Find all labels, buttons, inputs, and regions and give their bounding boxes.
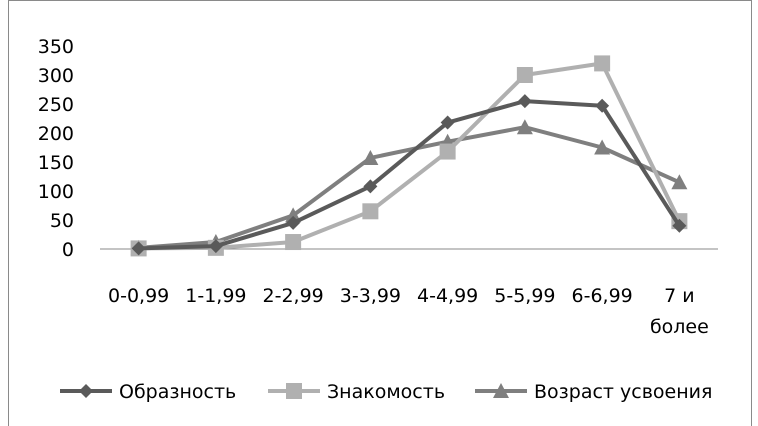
data-point — [362, 203, 379, 220]
data-point — [517, 94, 532, 109]
y-tick-label: 50 — [50, 210, 74, 232]
x-tick-label: 1-1,99 — [185, 285, 246, 307]
x-tick-label-line: 6-6,99 — [572, 285, 633, 307]
series-triangle — [130, 119, 688, 255]
data-point — [285, 207, 302, 223]
legend-label: Знакомость — [327, 381, 445, 403]
series-layer — [130, 55, 688, 257]
x-tick-label-line: более — [650, 316, 709, 338]
legend-label: Возраст усвоения — [534, 381, 712, 403]
y-tick-label: 150 — [38, 152, 74, 174]
x-tick-label: 7 и более — [650, 285, 709, 338]
series-line — [138, 99, 682, 251]
x-tick-label-line: 0-0,99 — [108, 285, 169, 307]
legend-marker — [79, 384, 93, 398]
series-line — [138, 61, 682, 251]
legend-label: Образность — [119, 381, 236, 403]
data-point — [131, 241, 146, 256]
y-tick-label: 0 — [62, 239, 74, 261]
x-tick-label-line: 1-1,99 — [185, 285, 246, 307]
x-tick-label-line: 7 и — [664, 285, 694, 307]
data-point — [516, 119, 533, 135]
y-tick-label: 350 — [38, 36, 74, 58]
x-tick-label: 6-6,99 — [572, 285, 633, 307]
data-point — [439, 143, 456, 160]
data-point — [594, 139, 611, 155]
x-tick-label-line: 3-3,99 — [340, 285, 401, 307]
series-diamond — [131, 94, 687, 256]
x-tick-label-line: 2-2,99 — [263, 285, 324, 307]
data-point — [672, 218, 687, 233]
data-point — [671, 174, 688, 190]
x-tick-label: 0-0,99 — [108, 285, 169, 307]
data-point — [286, 215, 301, 230]
series-line — [138, 125, 681, 250]
legend: Образность Знакомость Возраст усвоения — [60, 381, 712, 403]
y-tick-labels: 0 50 100 150 200 250 300 350 — [38, 36, 74, 261]
chart-frame — [8, 0, 752, 426]
data-point — [285, 234, 302, 251]
data-point — [595, 98, 610, 113]
y-tick-label: 100 — [38, 181, 74, 203]
y-tick-label: 200 — [38, 123, 74, 145]
legend-item: Образность — [60, 381, 236, 403]
x-tick-label-line: 5-5,99 — [494, 285, 555, 307]
y-tick-label: 250 — [38, 94, 74, 116]
legend-item: Возраст усвоения — [475, 381, 712, 403]
legend-marker — [493, 383, 509, 398]
x-tick-label: 3-3,99 — [340, 285, 401, 307]
x-tick-label-line: 4-4,99 — [417, 285, 478, 307]
data-point — [440, 115, 455, 130]
data-point — [362, 149, 379, 165]
data-point — [516, 67, 533, 83]
x-tick-label: 4-4,99 — [417, 285, 478, 307]
x-tick-labels: 0-0,99 1-1,99 2-2,99 3-3,99 4-4,99 5-5,99 6-6,… — [108, 285, 709, 338]
x-tick-label: 5-5,99 — [494, 285, 555, 307]
data-point — [594, 55, 611, 72]
data-point — [208, 239, 223, 254]
y-tick-label: 300 — [38, 65, 74, 87]
legend-item: Знакомость — [268, 381, 445, 403]
legend-marker — [286, 383, 302, 399]
x-tick-label: 2-2,99 — [263, 285, 324, 307]
data-point — [363, 179, 378, 194]
